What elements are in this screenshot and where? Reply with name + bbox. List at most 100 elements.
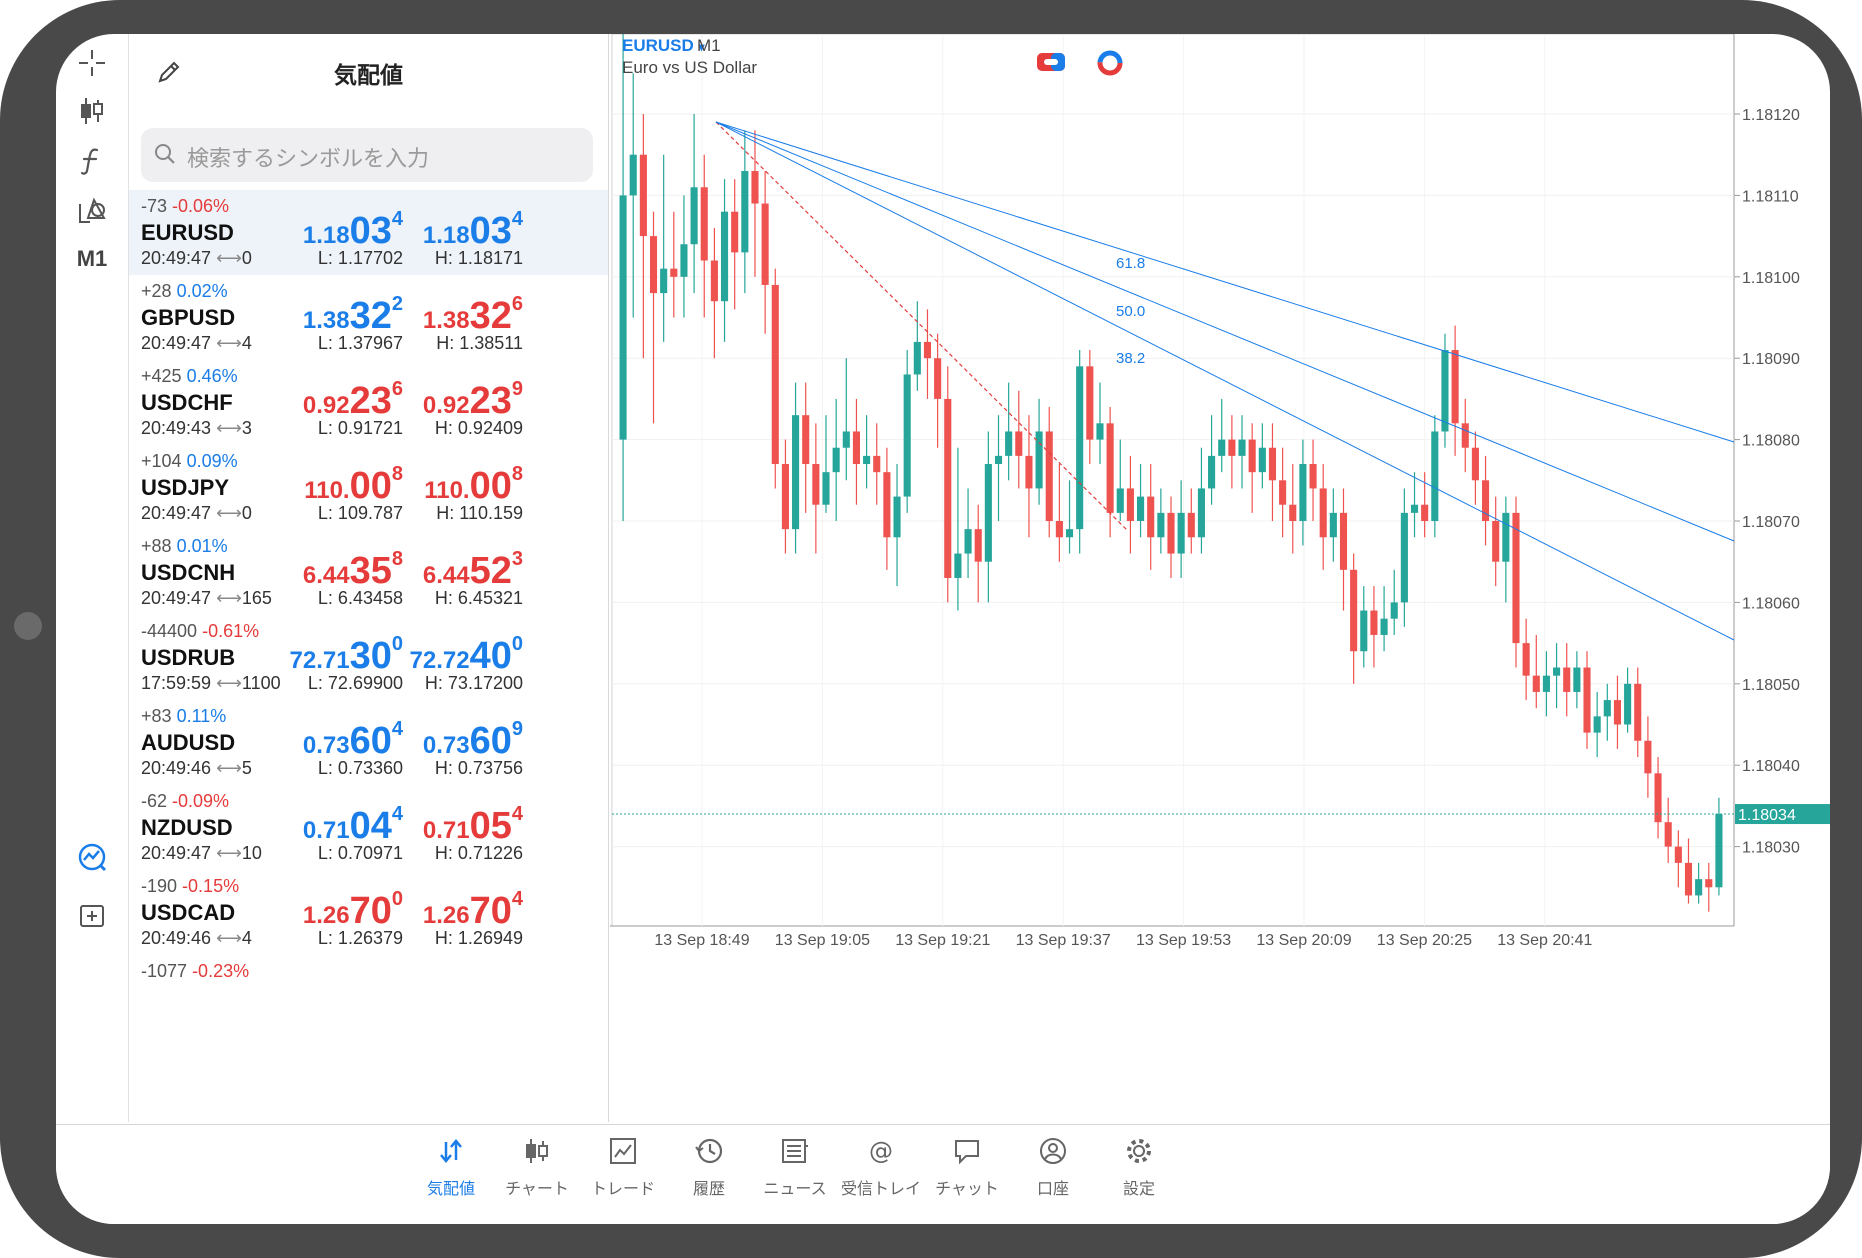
candle-body [863, 455, 871, 465]
tab-label: ニュース [763, 1181, 827, 1198]
tab-accounts[interactable]: 口座 [1008, 1129, 1098, 1209]
tab-trade[interactable]: トレード [578, 1129, 668, 1209]
tab-settings[interactable]: 設定 [1094, 1129, 1184, 1209]
bid-price[interactable]: 0.71044 [302, 803, 403, 847]
timeframe-button[interactable]: M1 [76, 246, 108, 271]
tab-label: 受信トレイ [840, 1181, 921, 1198]
change: -73 -0.06% [141, 196, 229, 217]
candle-body [1441, 350, 1449, 432]
candle-body [1065, 529, 1074, 538]
change-percent: -0.09% [172, 791, 230, 811]
spread-value: 1100 [241, 673, 281, 693]
change-points: -62 [141, 791, 168, 811]
ask-price[interactable]: 110.008 [424, 463, 523, 507]
candlestick-icon[interactable] [64, 86, 120, 136]
price-chart[interactable]: 1.18120 1.18110 1.18100 1.18090 1.18080 1.180… [610, 34, 1830, 1122]
candle-body [984, 464, 992, 562]
quote-row[interactable]: -44400 -0.61% USDRUB 17:59:59 ⟷1100 72.7130… [129, 615, 608, 700]
new-order-icon[interactable] [64, 890, 120, 940]
time-label: 13 Sep 20:09 [1256, 932, 1351, 949]
price-label: 1.18110 [1742, 188, 1799, 205]
bid-price[interactable]: 1.38322 [302, 293, 403, 337]
candle-body [1522, 643, 1530, 676]
time-label: 13 Sep 19:37 [1016, 932, 1111, 949]
settings-icon [1094, 1129, 1184, 1173]
candle-body [761, 203, 769, 285]
candle-body [1086, 366, 1094, 440]
bid-price[interactable]: 0.73604 [302, 718, 403, 762]
quote-row[interactable]: -62 -0.09% NZDUSD 20:49:47 ⟷10 0.71044 0.710… [129, 785, 608, 870]
bid-price[interactable]: 1.26700 [302, 888, 403, 932]
bid-price[interactable]: 1.18034 [302, 208, 403, 252]
candle-body [1339, 512, 1348, 570]
candle-body [1380, 618, 1388, 635]
crosshair-icon[interactable] [64, 38, 120, 88]
ask-price[interactable]: 72.72400 [409, 633, 523, 677]
price-label: 1.18040 [1742, 758, 1800, 775]
tab-chat[interactable]: チャット [922, 1129, 1012, 1209]
time-value: 20:49:47 [141, 588, 212, 608]
price-label: 1.18060 [1742, 595, 1800, 612]
bid-price[interactable]: 72.71300 [289, 633, 403, 677]
chart-area[interactable]: 1.18120 1.18110 1.18100 1.18090 1.18080 1.180… [610, 34, 1830, 1122]
candle-body [700, 187, 708, 261]
quote-row[interactable]: +425 0.46% USDCHF 20:49:43 ⟷3 0.92236 0.9223… [129, 360, 608, 445]
candle-body [1076, 366, 1084, 530]
symbol-name: USDJPY [141, 475, 230, 500]
tab-quotes[interactable]: 気配値 [406, 1129, 496, 1209]
candle-body [1644, 740, 1652, 774]
candle-body [1542, 675, 1550, 692]
candle-body [1329, 512, 1337, 538]
quote-row[interactable]: -73 -0.06% EURUSD 20:49:47 ⟷0 1.18034 1.1803… [129, 190, 608, 275]
candle-body [1664, 822, 1672, 847]
time-label: 13 Sep 19:53 [1136, 932, 1231, 949]
candle-body [1512, 512, 1520, 644]
tab-news[interactable]: ニュース [750, 1129, 840, 1209]
tab-chart[interactable]: チャート [492, 1129, 582, 1209]
fib-fan-baseline [715, 121, 1129, 532]
chart-symbol[interactable]: EURUSD ▾ [622, 36, 705, 55]
candle-body [1360, 610, 1368, 652]
high-price: H: 1.26949 [434, 928, 523, 948]
bid-price[interactable]: 6.44358 [302, 548, 403, 592]
current-price-tag [1735, 804, 1830, 825]
candle-body [639, 154, 647, 237]
candle-body [1137, 496, 1145, 521]
quote-row[interactable]: +28 0.02% GBPUSD 20:49:47 ⟷4 1.38322 1.38326… [129, 275, 608, 360]
bid-price[interactable]: 0.92236 [302, 378, 403, 422]
low-price: L: 6.43458 [317, 588, 403, 608]
ask-price[interactable]: 0.73609 [422, 718, 523, 762]
ask-price[interactable]: 1.18034 [422, 208, 523, 252]
change-percent: 0.01% [176, 536, 228, 556]
candle-body [1624, 683, 1632, 725]
objects-icon[interactable] [64, 186, 120, 236]
ask-price[interactable]: 0.92239 [422, 378, 523, 422]
candle-body [690, 187, 698, 245]
candle-body [974, 529, 982, 562]
quote-row[interactable]: +88 0.01% USDCNH 20:49:47 ⟷165 6.44358 6.445… [129, 530, 608, 615]
news-icon [750, 1129, 840, 1173]
ask-price[interactable]: 6.44523 [422, 548, 523, 592]
ask-price[interactable]: 0.71054 [422, 803, 523, 847]
quote-row[interactable]: +83 0.11% AUDUSD 20:49:46 ⟷5 0.73604 0.73609… [129, 700, 608, 785]
tab-inbox[interactable]: @ 受信トレイ [836, 1129, 926, 1209]
candle-body [1350, 569, 1358, 652]
edit-icon[interactable] [155, 58, 183, 90]
function-icon[interactable] [64, 136, 120, 186]
quote-row[interactable]: +104 0.09% USDJPY 20:49:47 ⟷0 110.008 110.00… [129, 445, 608, 530]
ask-price[interactable]: 1.26704 [422, 888, 523, 932]
change: +83 0.11% [141, 706, 226, 727]
candle-body [1116, 488, 1124, 513]
tab-label: チャート [505, 1181, 569, 1198]
candle-body [1410, 504, 1419, 513]
trading-signal-icon[interactable] [64, 832, 120, 882]
ask-price[interactable]: 1.38326 [422, 293, 523, 337]
spread-value: 0 [241, 248, 252, 268]
chart-timeframe[interactable]: M1 [697, 36, 721, 55]
time-value: 20:49:47 [141, 333, 212, 353]
quote-row[interactable]: -190 -0.15% USDCAD 20:49:46 ⟷4 1.26700 1.267… [129, 870, 608, 955]
quote-row[interactable]: -1077 -0.23% [129, 955, 608, 1040]
tab-history[interactable]: 履歴 [664, 1129, 754, 1209]
symbol-search-input[interactable]: 検索するシンボルを入力 [141, 128, 593, 182]
bid-price[interactable]: 110.008 [304, 463, 403, 507]
